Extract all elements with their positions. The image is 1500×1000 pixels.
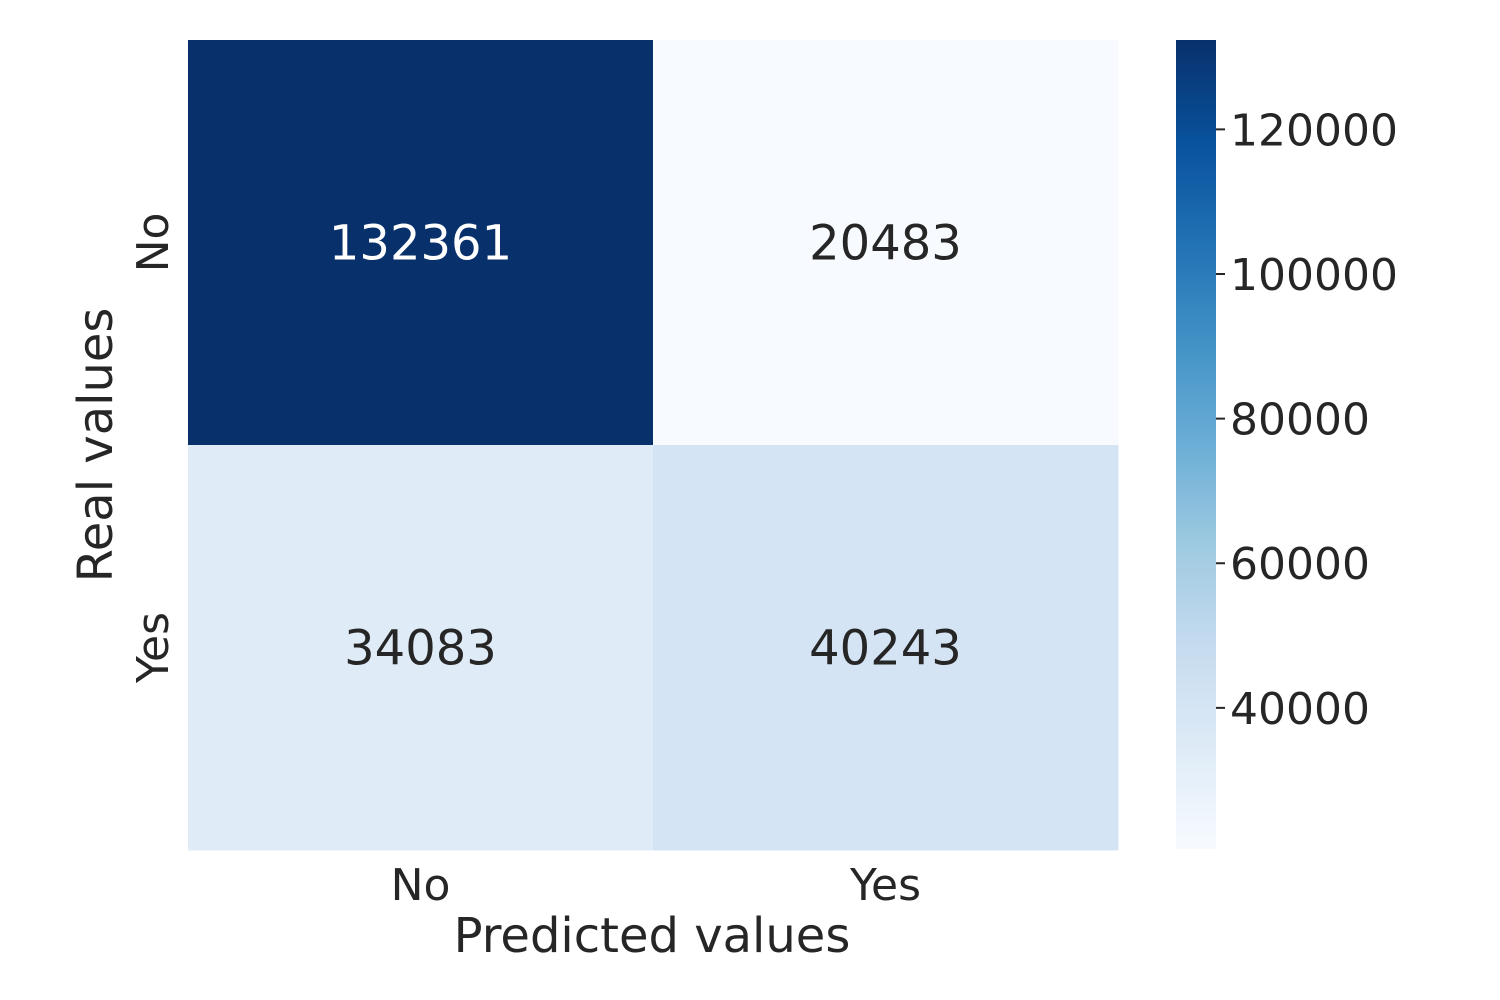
heatmap-cell-labels: 132361 20483 34083 40243 [329,216,962,677]
heatmap-cell [653,445,1119,851]
y-tick-label: Yes [128,612,179,684]
colorbar-tick-label: 120000 [1230,105,1398,156]
heatmap-cell [188,40,654,446]
x-axis-ticks: No Yes [391,860,921,911]
heatmap-cell [653,40,1119,446]
y-axis-label: Real values [68,308,124,583]
cell-value-label: 132361 [329,216,512,272]
y-axis-ticks: No Yes [128,213,179,684]
colorbar-tick-label: 60000 [1230,539,1370,590]
colorbar-ticks: 40000 60000 80000 100000 120000 [1216,105,1398,735]
cell-value-label: 40243 [809,621,962,677]
x-tick-label: No [391,860,451,911]
colorbar-tick-label: 40000 [1230,684,1370,735]
colorbar-tick-label: 100000 [1230,250,1398,301]
heatmap-cells [188,40,1119,851]
y-tick-label: No [128,213,179,273]
x-tick-label: Yes [849,860,921,911]
colorbar-tick-label: 80000 [1230,395,1370,446]
cell-value-label: 34083 [344,621,497,677]
colorbar [1176,40,1216,849]
heatmap-cell [188,445,654,851]
x-axis-label: Predicted values [454,908,851,964]
cell-value-label: 20483 [809,216,962,272]
